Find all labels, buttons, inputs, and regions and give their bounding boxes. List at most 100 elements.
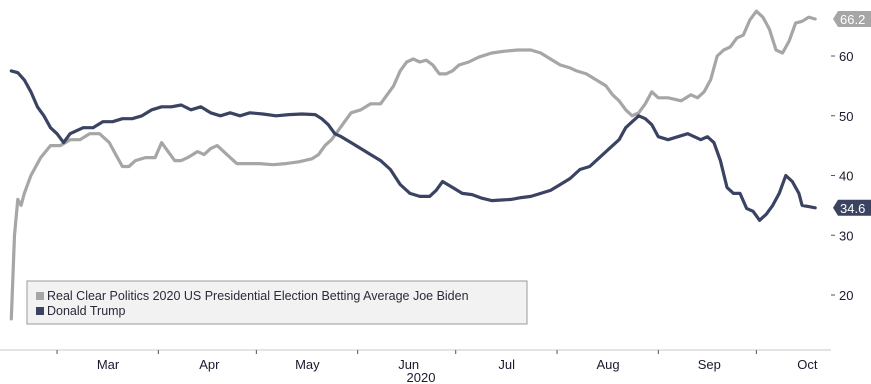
data-point-trump — [209, 111, 212, 114]
data-point-trump — [389, 168, 392, 171]
data-point-trump — [441, 180, 444, 183]
data-point-biden — [13, 234, 16, 237]
end-tag-trump: 34.6 — [833, 199, 871, 216]
data-point-biden — [311, 157, 313, 160]
data-point-biden — [203, 153, 206, 156]
data-point-biden — [729, 46, 732, 48]
data-point-trump — [248, 111, 251, 114]
series-lines — [9, 9, 817, 321]
data-point-trump — [75, 129, 78, 132]
data-point-biden — [716, 55, 719, 57]
data-point-biden — [209, 147, 212, 150]
data-point-biden — [595, 79, 598, 81]
data-point-biden — [807, 16, 810, 19]
data-point-trump — [49, 126, 52, 129]
data-point-trump — [399, 183, 402, 186]
data-point-biden — [114, 153, 117, 156]
data-point-biden — [79, 138, 81, 141]
data-point-biden — [245, 162, 248, 165]
x-tick-label: Sep — [698, 357, 721, 372]
data-point-biden — [549, 58, 552, 60]
x-tick-label: Apr — [199, 357, 220, 372]
data-point-trump — [500, 199, 503, 201]
data-point-trump — [539, 192, 542, 195]
data-point-trump — [262, 113, 264, 115]
end-tag-value-trump: 34.6 — [840, 201, 865, 216]
data-point-biden — [49, 144, 52, 147]
data-point-trump — [814, 206, 817, 209]
data-point-biden — [605, 85, 607, 87]
data-point-trump — [82, 126, 85, 129]
data-point-trump — [588, 165, 591, 168]
data-point-biden — [539, 52, 542, 54]
data-point-trump — [798, 192, 800, 195]
data-point-trump — [418, 195, 421, 198]
data-point-biden — [644, 102, 647, 105]
data-point-trump — [686, 132, 689, 135]
x-tick-label: May — [295, 357, 320, 372]
x-tick-label: Mar — [97, 357, 120, 372]
data-point-biden — [631, 114, 634, 117]
y-tick-label: 30 — [839, 228, 853, 243]
data-point-biden — [703, 90, 705, 93]
data-point-biden — [30, 174, 32, 177]
x-axis-year-label: 2020 — [407, 370, 436, 384]
data-point-trump — [141, 114, 143, 117]
data-point-biden — [781, 52, 784, 54]
data-point-biden — [657, 96, 660, 99]
data-point-trump — [807, 205, 810, 208]
data-point-trump — [657, 135, 660, 138]
data-point-biden — [775, 49, 777, 51]
data-point-trump — [360, 147, 362, 150]
data-point-biden — [121, 165, 124, 168]
data-point-trump — [379, 159, 382, 162]
data-point-biden — [235, 162, 238, 165]
data-point-trump — [56, 132, 58, 135]
series-points-trump — [10, 70, 817, 222]
data-point-trump — [598, 156, 601, 159]
end-value-tags: 66.2 34.6 — [833, 10, 871, 216]
data-point-biden — [379, 102, 382, 105]
data-point-biden — [762, 16, 764, 19]
data-point-trump — [229, 111, 232, 114]
data-point-biden — [690, 93, 692, 96]
data-point-biden — [696, 96, 699, 99]
y-tick-label: 60 — [839, 49, 853, 64]
data-point-biden — [16, 198, 19, 201]
data-point-trump — [758, 219, 761, 222]
legend-label-trump: Donald Trump — [47, 304, 126, 318]
x-tick-label: Oct — [797, 357, 818, 372]
data-point-biden — [134, 159, 137, 162]
data-point-trump — [667, 138, 669, 141]
data-point-biden — [709, 79, 712, 81]
end-tag-biden: 66.2 — [833, 10, 871, 27]
data-point-biden — [624, 108, 627, 111]
data-point-biden — [23, 192, 26, 195]
data-point-trump — [69, 132, 71, 135]
data-point-biden — [445, 73, 447, 75]
data-point-biden — [748, 19, 751, 21]
y-tick-label: 50 — [839, 109, 853, 124]
end-tag-shape-biden — [833, 10, 871, 27]
data-point-trump — [771, 204, 774, 207]
data-point-biden — [585, 73, 588, 75]
data-point-biden — [59, 144, 62, 147]
data-point-biden — [516, 49, 519, 51]
data-point-biden — [477, 56, 480, 59]
data-point-trump — [637, 114, 640, 117]
data-point-biden — [20, 204, 22, 207]
data-point-biden — [755, 10, 758, 13]
data-point-trump — [23, 79, 26, 81]
data-point-biden — [575, 70, 578, 72]
data-point-trump — [752, 210, 754, 213]
y-tick-label: 20 — [839, 288, 853, 303]
data-point-trump — [791, 180, 794, 183]
legend: Real Clear Politics 2020 US Presidential… — [26, 280, 528, 325]
data-point-trump — [559, 183, 562, 186]
data-point-trump — [520, 196, 522, 199]
data-point-trump — [624, 126, 627, 129]
data-point-biden — [127, 165, 130, 168]
data-point-trump — [650, 123, 653, 126]
data-point-biden — [405, 61, 408, 63]
